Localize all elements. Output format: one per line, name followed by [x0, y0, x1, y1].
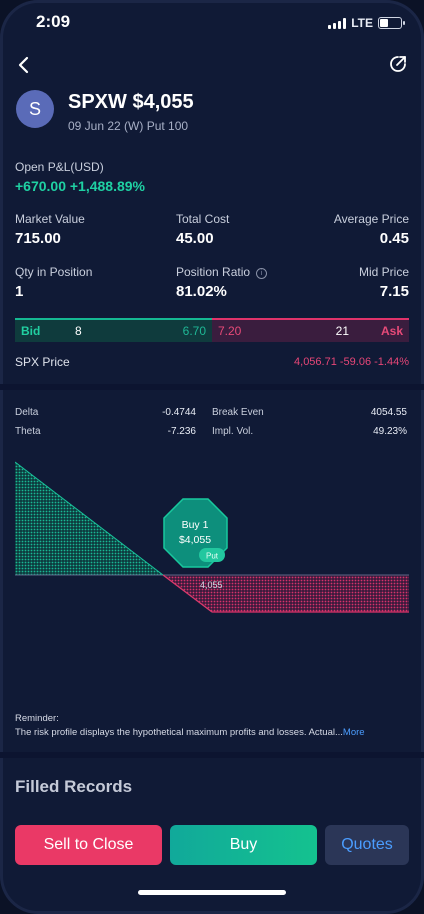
section-divider	[0, 384, 424, 390]
position-ratio: 81.02%	[176, 283, 227, 300]
ask-price: 7.20	[218, 324, 242, 338]
market-value: 715.00	[15, 230, 61, 247]
badge-line1: Buy 1	[182, 519, 209, 531]
position-title: SPXW $4,055	[68, 91, 194, 113]
bid-price: 6.70	[182, 324, 206, 338]
position-ratio-row: Position Ratio i	[176, 265, 268, 279]
break-even-value: 4054.55	[370, 407, 407, 418]
ask-label: Ask	[380, 324, 403, 338]
risk-reminder: Reminder: The risk profile displays the …	[15, 712, 409, 740]
buy-button[interactable]: Buy	[170, 825, 317, 865]
mid-price-label: Mid Price	[358, 265, 409, 279]
ask-side: 7.20 21 Ask	[212, 318, 409, 342]
nav-bar	[0, 52, 424, 78]
status-icons: LTE	[328, 16, 405, 30]
bid-size: 8	[75, 324, 82, 338]
qty-value: 1	[15, 283, 24, 300]
filled-records-heading[interactable]: Filled Records	[15, 777, 133, 796]
symbol-avatar: S	[16, 90, 54, 128]
action-bar: Sell to Close Buy Quotes	[15, 825, 409, 865]
loss-line	[162, 574, 213, 613]
mid-price: 7.15	[379, 283, 409, 300]
battery-icon	[378, 17, 405, 29]
back-arrow-icon[interactable]	[14, 54, 36, 76]
contract-subtitle: 09 Jun 22 (W) Put 100	[68, 119, 189, 133]
bid-side: Bid 8 6.70	[15, 318, 212, 342]
break-even-label: Break Even	[212, 407, 264, 418]
iv-value: 49.23%	[373, 426, 407, 437]
market-value-label: Market Value	[15, 212, 85, 226]
status-bar: 2:09 LTE	[0, 0, 424, 44]
ask-size: 21	[335, 324, 349, 338]
loss-area	[163, 575, 409, 612]
share-icon[interactable]	[388, 54, 408, 74]
network-label: LTE	[351, 16, 373, 30]
status-time: 2:09	[36, 12, 71, 31]
average-price-label: Average Price	[333, 212, 409, 226]
position-badge[interactable]: Buy 1 $4,055 Put	[163, 498, 228, 568]
average-price: 0.45	[379, 230, 409, 247]
open-pnl-value: +670.00 +1,488.89%	[15, 178, 146, 194]
total-cost: 45.00	[176, 230, 214, 247]
position-ratio-label: Position Ratio	[176, 265, 251, 279]
home-indicator[interactable]	[138, 890, 286, 895]
signal-icon	[328, 17, 347, 29]
bid-ask-bar[interactable]: Bid 8 6.70 7.20 21 Ask	[15, 318, 409, 342]
info-icon[interactable]: i	[256, 268, 268, 279]
spx-price-value: 4,056.71 -59.06 -1.44%	[294, 356, 409, 368]
strike-label: 4,055	[200, 580, 223, 590]
reminder-text: The risk profile displays the hypothetic…	[15, 727, 343, 738]
badge-tag: Put	[206, 552, 219, 561]
bid-label: Bid	[21, 324, 41, 338]
theta-value: -7.236	[167, 426, 196, 437]
spx-price-label: SPX Price	[15, 355, 70, 369]
reminder-text-row: The risk profile displays the hypothetic…	[15, 726, 409, 740]
qty-label: Qty in Position	[15, 265, 93, 279]
total-cost-label: Total Cost	[176, 212, 230, 226]
risk-profile-chart: 4,055 Buy 1 $4,055 Put	[15, 461, 409, 613]
theta-label: Theta	[15, 426, 41, 437]
quotes-button[interactable]: Quotes	[325, 825, 409, 865]
iv-label: Impl. Vol.	[212, 426, 254, 437]
delta-value: -0.4744	[162, 407, 196, 418]
section-divider-2	[0, 752, 424, 758]
delta-label: Delta	[15, 407, 39, 418]
open-pnl-label: Open P&L(USD)	[15, 160, 104, 174]
more-link[interactable]: More	[342, 727, 365, 738]
badge-line2: $4,055	[179, 534, 211, 546]
reminder-title: Reminder:	[15, 713, 59, 724]
position-header: S SPXW $4,055 09 Jun 22 (W) Put 100	[16, 90, 408, 133]
sell-to-close-button[interactable]: Sell to Close	[15, 825, 162, 865]
